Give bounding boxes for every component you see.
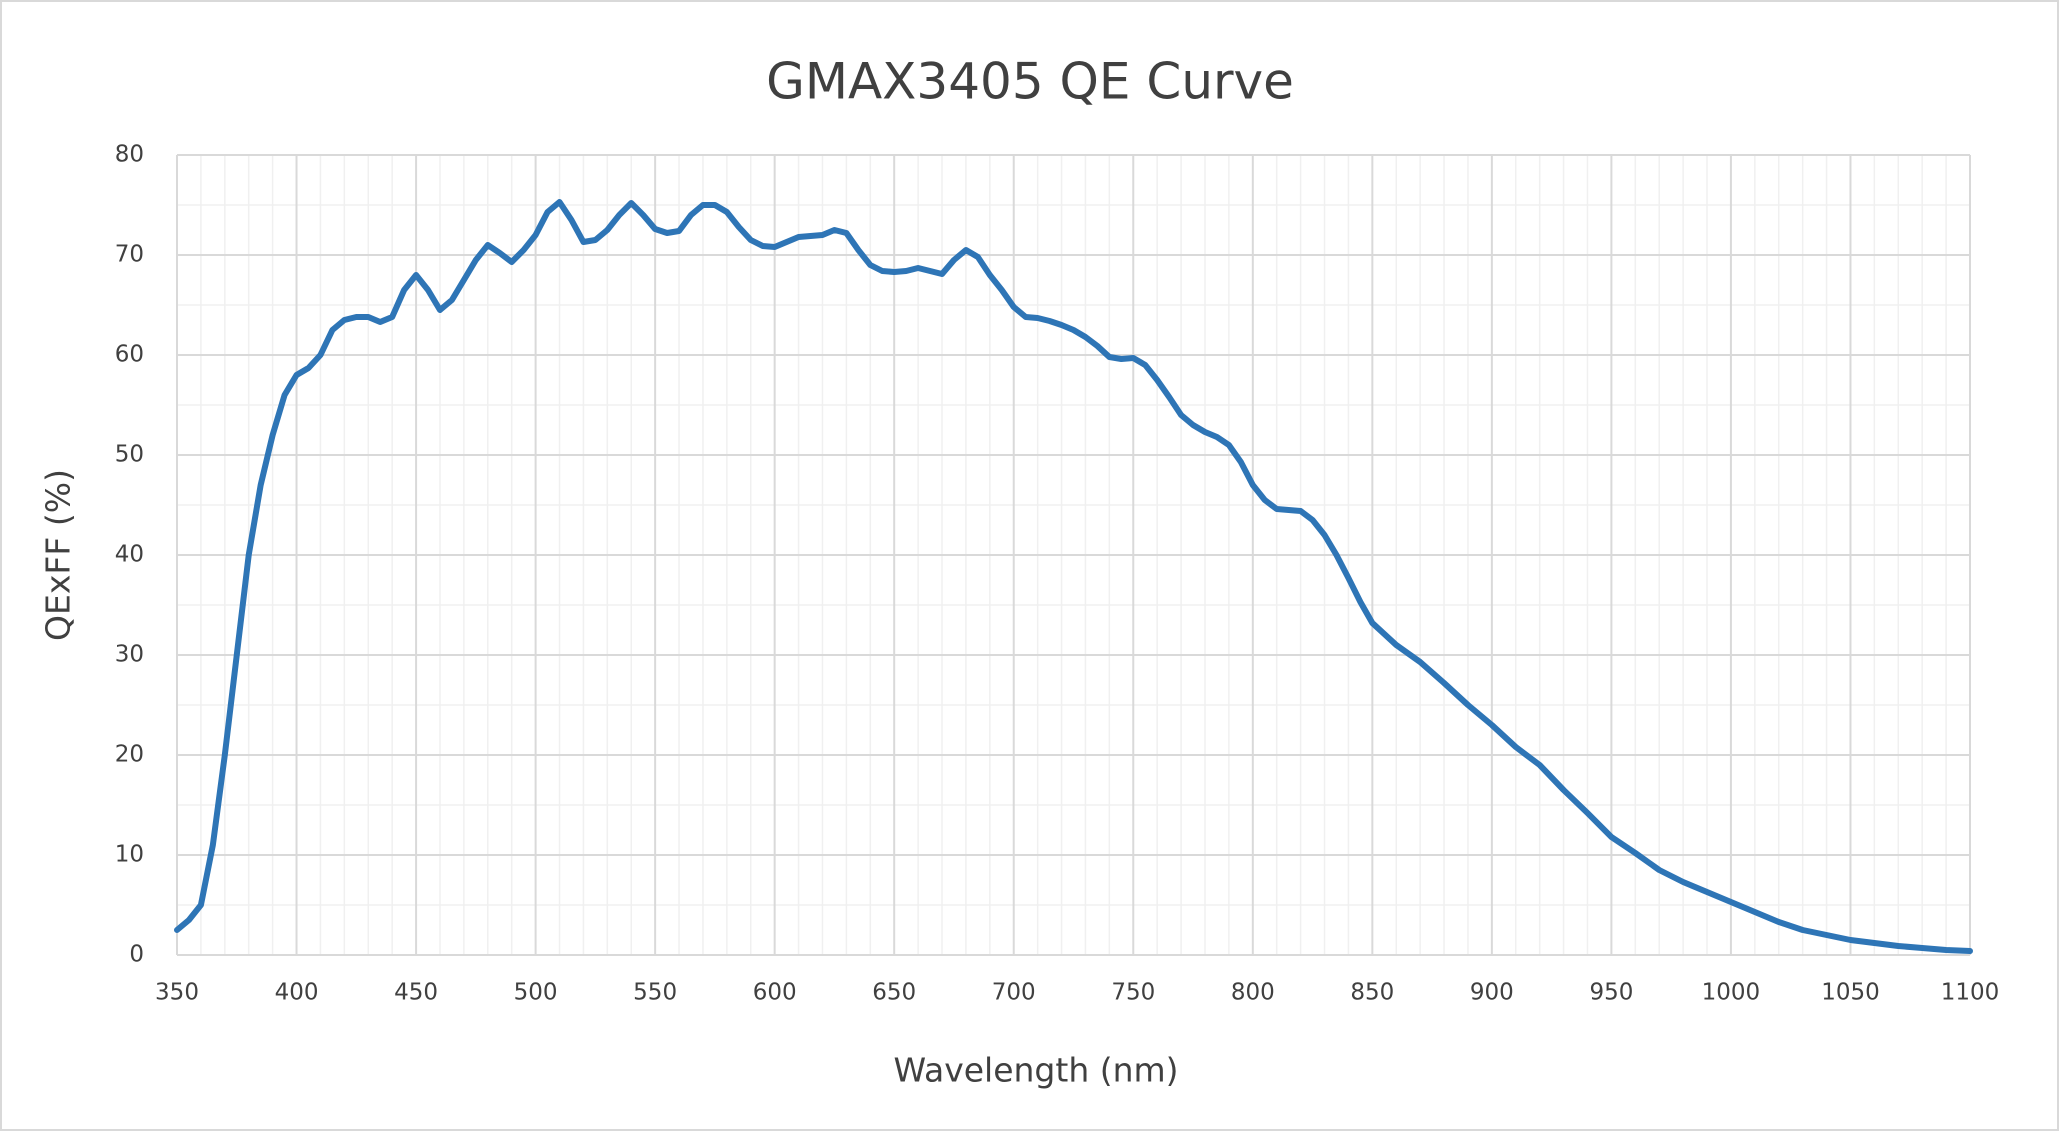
x-tick-label: 1000 [1702,980,1761,1006]
y-tick-label: 40 [115,542,144,568]
x-axis-label: Wavelength (nm) [893,1051,1178,1090]
y-tick-label: 30 [115,642,144,668]
x-tick-label: 1050 [1821,980,1880,1006]
x-tick-label: 750 [1111,980,1155,1006]
y-tick-label: 60 [115,342,144,368]
x-tick-label: 950 [1589,980,1633,1006]
y-axis-label: QExFF (%) [39,469,78,641]
y-tick-label: 20 [115,742,144,768]
y-tick-label: 50 [115,442,144,468]
x-tick-label: 500 [514,980,558,1006]
x-tick-label: 450 [394,980,438,1006]
x-tick-label: 400 [275,980,319,1006]
y-tick-label: 10 [115,842,144,868]
y-tick-label: 80 [115,142,144,168]
x-tick-label: 650 [872,980,916,1006]
x-tick-label: 350 [155,980,199,1006]
x-tick-label: 800 [1231,980,1275,1006]
x-tick-label: 850 [1350,980,1394,1006]
y-tick-label: 70 [115,242,144,268]
x-tick-label: 550 [633,980,677,1006]
x-tick-label: 700 [992,980,1036,1006]
x-tick-label: 900 [1470,980,1514,1006]
chart-title: GMAX3405 QE Curve [766,53,1294,111]
x-tick-label: 600 [753,980,797,1006]
x-tick-label: 1100 [1941,980,2000,1006]
y-tick-label: 0 [129,942,144,968]
data-line [174,199,1973,954]
